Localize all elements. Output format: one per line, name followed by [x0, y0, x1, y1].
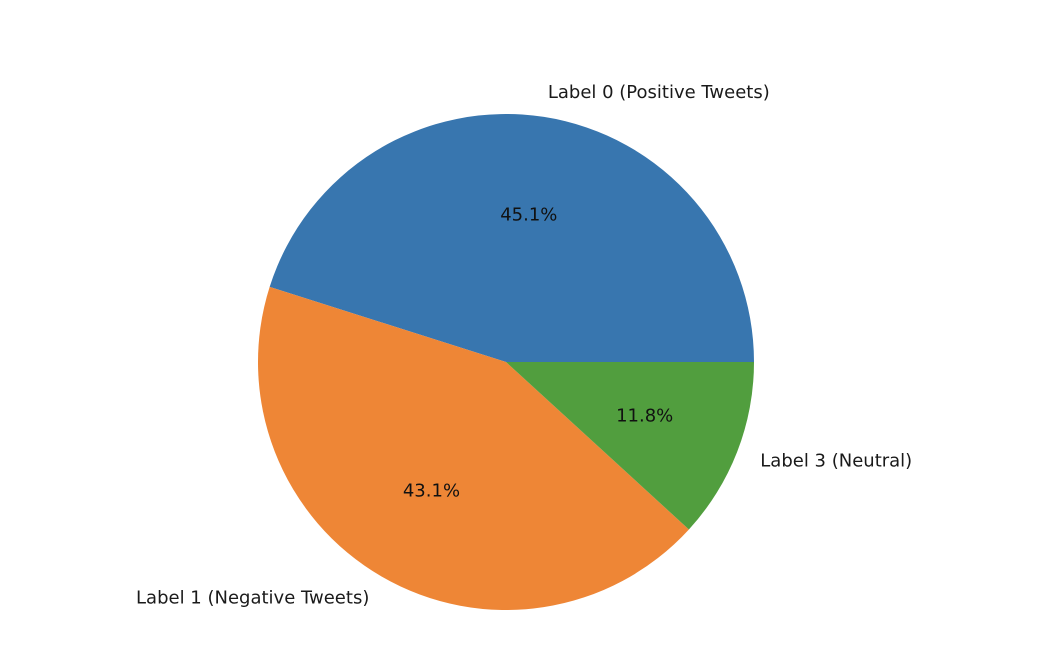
pie-pct-label-1: 43.1%: [403, 480, 460, 501]
pie-slice-label-1: Label 1 (Negative Tweets): [136, 588, 369, 609]
pie-slices: [258, 114, 754, 610]
pie-slice-0: [269, 114, 754, 363]
pie-pct-label-0: 45.1%: [500, 204, 557, 225]
pie-slice-label-2: Label 3 (Neutral): [760, 450, 912, 471]
pie-slice-labels: Label 0 (Positive Tweets) Label 1 (Negati…: [136, 82, 912, 609]
pie-slice-label-0: Label 0 (Positive Tweets): [548, 82, 770, 103]
pie-percentage-labels: 45.1% 43.1% 11.8%: [403, 204, 673, 501]
pie-slice-2: [506, 362, 754, 530]
pie-pct-label-2: 11.8%: [616, 405, 673, 426]
pie-slice-1: [258, 286, 689, 610]
